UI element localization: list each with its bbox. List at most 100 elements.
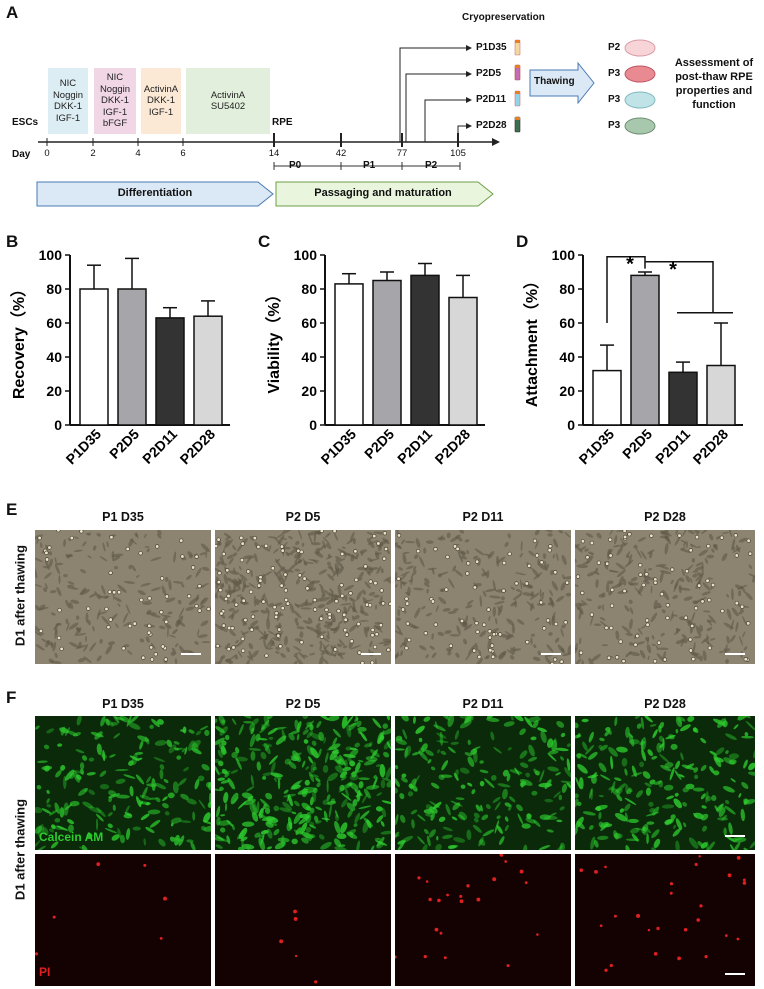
- day-2: 2: [90, 148, 96, 159]
- f-title-4: P2 D28: [644, 697, 686, 711]
- stage-3-line-3: IGF-1: [148, 106, 174, 118]
- cryo-point-p2d28: P2D28: [476, 120, 507, 131]
- f-title-3: P2 D11: [462, 697, 504, 711]
- y-tick-label-80: 80: [46, 281, 62, 297]
- pi-label: PI: [39, 965, 51, 979]
- x-tick-label-P1D35: P1D35: [576, 426, 618, 468]
- calcein-image-p1d35: [35, 716, 211, 850]
- viability-chart: Viability（%） 0 20 40 60 80 100 P1D35 P2D5P2D11P2…: [265, 247, 485, 468]
- branch-p1d35: [399, 47, 470, 142]
- x-tick-label-P2D11: P2D11: [139, 426, 180, 467]
- bar-P1D35: [334, 283, 364, 426]
- recovery-chart: Recovery（%） 0 20 40 60 80 100 P1D35 P2D5P2D11P2D…: [10, 247, 230, 468]
- panel-label-c: C: [258, 232, 271, 251]
- y-tick-label-60: 60: [301, 315, 317, 331]
- passage-p2: P2: [425, 160, 438, 171]
- panel-label-e: E: [6, 500, 18, 519]
- stage-4-line-1: ActivinA: [210, 89, 246, 101]
- y-axis-label: Attachment（%）: [523, 273, 541, 407]
- x-tick-label-P2D11: P2D11: [394, 426, 435, 467]
- x-tick-label-P2D5: P2D5: [106, 426, 142, 462]
- stage-2-line-3: DKK-1: [101, 95, 129, 107]
- post-thaw-p2: P2: [608, 42, 621, 53]
- x-tick-label-P2D28: P2D28: [690, 426, 732, 468]
- post-thaw-p3-c: P3: [608, 120, 621, 131]
- panel-label-d: D: [516, 232, 529, 251]
- y-tick-label-80: 80: [301, 281, 317, 297]
- calcein-am-label: Calcein AM: [39, 830, 104, 844]
- bar-P2D28: [706, 364, 736, 426]
- y-tick-label-100: 100: [294, 247, 318, 263]
- vial-icons: [514, 39, 521, 133]
- stage-2-line-1: NIC: [106, 72, 124, 84]
- stage-1-line-1: NIC: [59, 78, 77, 89]
- calcein-image-p2d5: [215, 716, 391, 850]
- brightfield-image-p1d35: [35, 530, 211, 664]
- thawing-label: Thawing: [534, 76, 575, 87]
- y-tick-label-20: 20: [46, 383, 62, 399]
- y-tick-label-0: 0: [567, 417, 575, 433]
- stage-2-line-4: IGF-1: [102, 106, 128, 118]
- timeline-svg: [36, 39, 656, 207]
- x-tick-label-P2D28: P2D28: [432, 426, 474, 468]
- day-4: 4: [135, 148, 141, 159]
- bar-P2D5: [630, 274, 660, 426]
- f-title-2: P2 D5: [285, 697, 321, 711]
- significance-bracket-2: [645, 261, 714, 313]
- stage-box-4: ActivinA SU5402: [186, 68, 270, 134]
- branch-p2d5: [405, 73, 470, 142]
- y-tick-label-20: 20: [559, 383, 575, 399]
- cryopreservation-label: Cryopreservation: [462, 12, 545, 23]
- bar-P2D11: [155, 317, 185, 426]
- day-42: 42: [335, 148, 347, 159]
- stage-1-line-3: DKK-1: [54, 101, 82, 112]
- y-tick-label-0: 0: [54, 417, 62, 433]
- bar-P2D5: [117, 288, 147, 426]
- panel-e-row-label: D1 after thawing: [12, 544, 28, 647]
- y-tick-label-100: 100: [552, 247, 576, 263]
- stage-2-line-5: bFGF: [102, 118, 128, 130]
- panel-label-a: A: [6, 3, 19, 22]
- e-title-3: P2 D11: [462, 510, 504, 524]
- timeline-arrowhead: [492, 138, 500, 146]
- bar-P2D5: [372, 279, 402, 426]
- panel-label-f: F: [6, 688, 17, 707]
- bar-P2D28: [193, 315, 223, 426]
- day-77: 77: [396, 148, 408, 159]
- passage-p0: P0: [289, 160, 302, 171]
- stage-1-line-4: IGF-1: [55, 112, 81, 124]
- x-tick-label-P2D5: P2D5: [619, 426, 655, 462]
- thawing-arrow: [529, 61, 595, 105]
- pi-image-p2d5: [215, 854, 391, 986]
- bar-P2D28: [448, 296, 478, 426]
- escs-label: ESCs: [12, 117, 39, 128]
- pi-background: [395, 854, 571, 986]
- y-tick-label-40: 40: [46, 349, 62, 365]
- rpe-label: RPE: [272, 117, 293, 128]
- bar-P2D11: [410, 274, 440, 426]
- post-thaw-p3-a: P3: [608, 68, 621, 79]
- y-tick-label-40: 40: [301, 349, 317, 365]
- stage-1-line-2: Noggin: [52, 89, 84, 101]
- stage-box-3: ActivinA DKK-1 IGF-1: [141, 68, 181, 134]
- y-tick-label-20: 20: [301, 383, 317, 399]
- y-tick-label-80: 80: [559, 281, 575, 297]
- passaging-arrow: [275, 181, 494, 207]
- pi-background: [575, 854, 755, 986]
- stage-3-line-2: DKK-1: [147, 95, 175, 107]
- pi-image-p1d35: [35, 854, 211, 986]
- y-tick-label-40: 40: [559, 349, 575, 365]
- stage-box-2: NIC Noggin DKK-1 IGF-1 bFGF: [94, 68, 136, 134]
- x-tick-label-P2D28: P2D28: [177, 426, 219, 468]
- passaging-label: Passaging and maturation: [314, 187, 452, 199]
- assessment-text: Assessment of post-thaw RPE properties a…: [674, 57, 754, 111]
- x-tick-label-P2D11: P2D11: [652, 426, 693, 467]
- calcein-background: [35, 716, 211, 850]
- panel-f-row-label: D1 after thawing: [12, 798, 28, 901]
- y-tick-label-60: 60: [559, 315, 575, 331]
- pi-image-p2d28: [575, 854, 755, 986]
- differentiation-arrow: [36, 181, 274, 207]
- brightfield-image-p2d11: [395, 530, 571, 664]
- brightfield-background: [395, 530, 571, 664]
- stage-box-1: NIC Noggin DKK-1 IGF-1: [48, 68, 88, 134]
